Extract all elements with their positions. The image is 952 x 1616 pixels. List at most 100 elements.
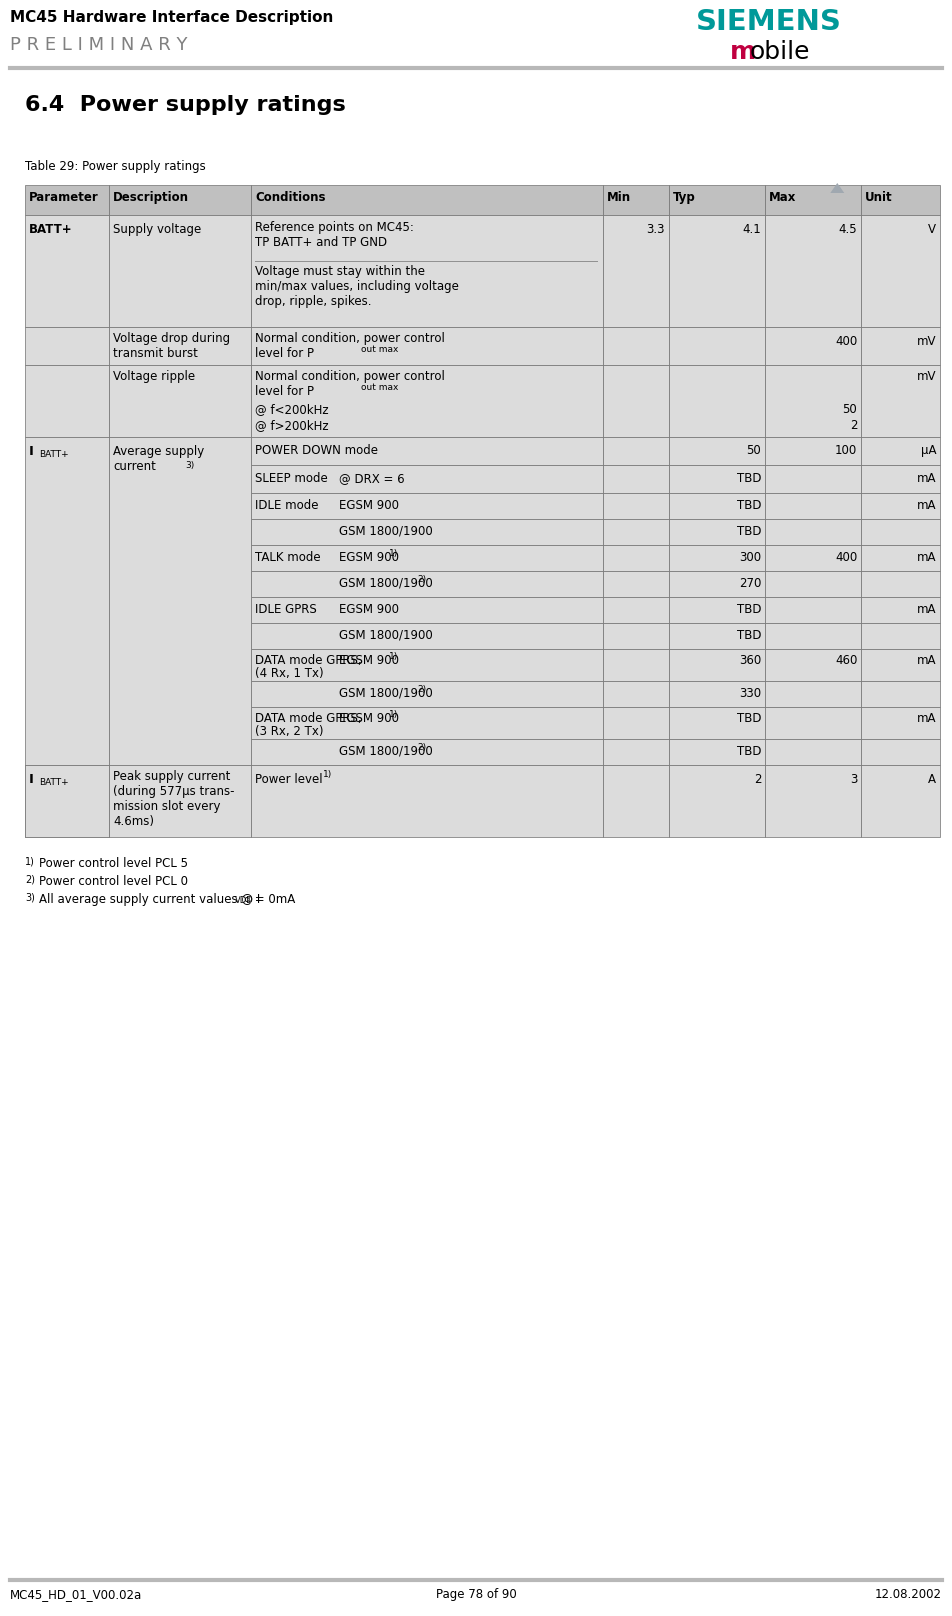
Bar	[25, 436, 109, 764]
Text: @ f>200kHz: @ f>200kHz	[255, 419, 328, 431]
Text: 1): 1)	[389, 651, 398, 661]
Text: 100: 100	[835, 444, 858, 457]
Text: VDD: VDD	[235, 895, 254, 905]
Text: SLEEP mode: SLEEP mode	[255, 472, 327, 485]
Bar	[765, 624, 862, 650]
Bar	[669, 545, 765, 570]
Bar	[25, 365, 109, 436]
Text: Power control level PCL 5: Power control level PCL 5	[39, 856, 188, 869]
Bar	[765, 650, 862, 680]
Bar	[669, 596, 765, 624]
Text: GSM 1800/1900: GSM 1800/1900	[339, 687, 433, 700]
Text: out max: out max	[361, 344, 398, 354]
Text: Unit: Unit	[865, 191, 893, 204]
Bar	[604, 545, 669, 570]
Bar	[669, 708, 765, 739]
Text: @ f<200kHz: @ f<200kHz	[255, 402, 328, 415]
Text: P R E L I M I N A R Y: P R E L I M I N A R Y	[10, 36, 188, 53]
Text: 4.5: 4.5	[839, 223, 858, 236]
Text: V: V	[928, 223, 936, 236]
Text: Reference points on MC45:
TP BATT+ and TP GND: Reference points on MC45: TP BATT+ and T…	[255, 221, 414, 249]
Text: TALK mode: TALK mode	[255, 551, 321, 564]
Text: 2): 2)	[417, 575, 426, 583]
Polygon shape	[830, 183, 844, 192]
Bar	[604, 519, 669, 545]
Bar	[669, 365, 765, 436]
Text: GSM 1800/1900: GSM 1800/1900	[339, 577, 433, 590]
Bar	[765, 493, 862, 519]
Text: TBD: TBD	[737, 603, 762, 616]
Text: GSM 1800/1900: GSM 1800/1900	[339, 745, 433, 758]
Bar	[862, 596, 940, 624]
Text: Peak supply current
(during 577µs trans-
mission slot every
4.6ms): Peak supply current (during 577µs trans-…	[113, 769, 235, 827]
Text: I: I	[29, 444, 34, 457]
Text: 330: 330	[739, 687, 762, 700]
Text: 460: 460	[835, 654, 858, 667]
Text: mA: mA	[917, 472, 936, 485]
Text: mA: mA	[917, 654, 936, 667]
Bar	[669, 465, 765, 493]
Text: Average supply
current: Average supply current	[113, 444, 205, 473]
Text: TBD: TBD	[737, 629, 762, 642]
Bar	[604, 764, 669, 837]
Text: BATT+: BATT+	[29, 223, 72, 236]
Text: 2: 2	[850, 419, 858, 431]
Bar	[25, 184, 109, 215]
Text: Typ: Typ	[673, 191, 696, 204]
Bar	[604, 596, 669, 624]
Text: (3 Rx, 2 Tx): (3 Rx, 2 Tx)	[255, 726, 324, 739]
Text: mA: mA	[917, 713, 936, 726]
Bar	[604, 215, 669, 326]
Bar	[862, 708, 940, 739]
Bar	[765, 708, 862, 739]
Text: GSM 1800/1900: GSM 1800/1900	[339, 629, 433, 642]
Bar	[669, 680, 765, 708]
Text: mV: mV	[917, 370, 936, 383]
Text: mA: mA	[917, 603, 936, 616]
Text: µA: µA	[921, 444, 936, 457]
Bar	[862, 215, 940, 326]
Bar	[25, 326, 109, 365]
Bar	[862, 326, 940, 365]
Text: 12.08.2002: 12.08.2002	[875, 1589, 942, 1601]
Bar	[862, 739, 940, 764]
Bar	[862, 570, 940, 596]
Bar	[604, 493, 669, 519]
Bar	[25, 764, 109, 837]
Bar	[604, 708, 669, 739]
Text: TBD: TBD	[737, 713, 762, 726]
Bar	[109, 326, 251, 365]
Bar	[862, 436, 940, 465]
Bar	[862, 545, 940, 570]
Text: EGSM 900: EGSM 900	[339, 713, 399, 726]
Bar	[765, 764, 862, 837]
Text: TBD: TBD	[737, 525, 762, 538]
Text: mA: mA	[917, 499, 936, 512]
Text: Conditions: Conditions	[255, 191, 326, 204]
Text: Power level: Power level	[255, 772, 323, 785]
Text: 2: 2	[754, 772, 762, 785]
Text: TBD: TBD	[737, 472, 762, 485]
Bar	[765, 326, 862, 365]
Text: @ DRX = 6: @ DRX = 6	[339, 472, 405, 485]
Text: 50: 50	[843, 402, 858, 415]
Text: 3.3: 3.3	[646, 223, 665, 236]
Text: EGSM 900: EGSM 900	[339, 551, 399, 564]
Text: TBD: TBD	[737, 745, 762, 758]
Text: 6.4  Power supply ratings: 6.4 Power supply ratings	[25, 95, 346, 115]
Bar	[604, 650, 669, 680]
Text: MC45 Hardware Interface Description: MC45 Hardware Interface Description	[10, 10, 333, 24]
Text: IDLE GPRS: IDLE GPRS	[255, 603, 317, 616]
Text: 3: 3	[850, 772, 858, 785]
Bar	[604, 436, 669, 465]
Text: BATT+: BATT+	[39, 449, 69, 459]
Bar	[765, 519, 862, 545]
Bar	[862, 650, 940, 680]
Bar	[251, 764, 604, 837]
Text: Voltage ripple: Voltage ripple	[113, 370, 195, 383]
Bar	[251, 326, 604, 365]
Text: EGSM 900: EGSM 900	[339, 499, 399, 512]
Bar	[604, 465, 669, 493]
Bar	[862, 764, 940, 837]
Bar	[25, 215, 109, 326]
